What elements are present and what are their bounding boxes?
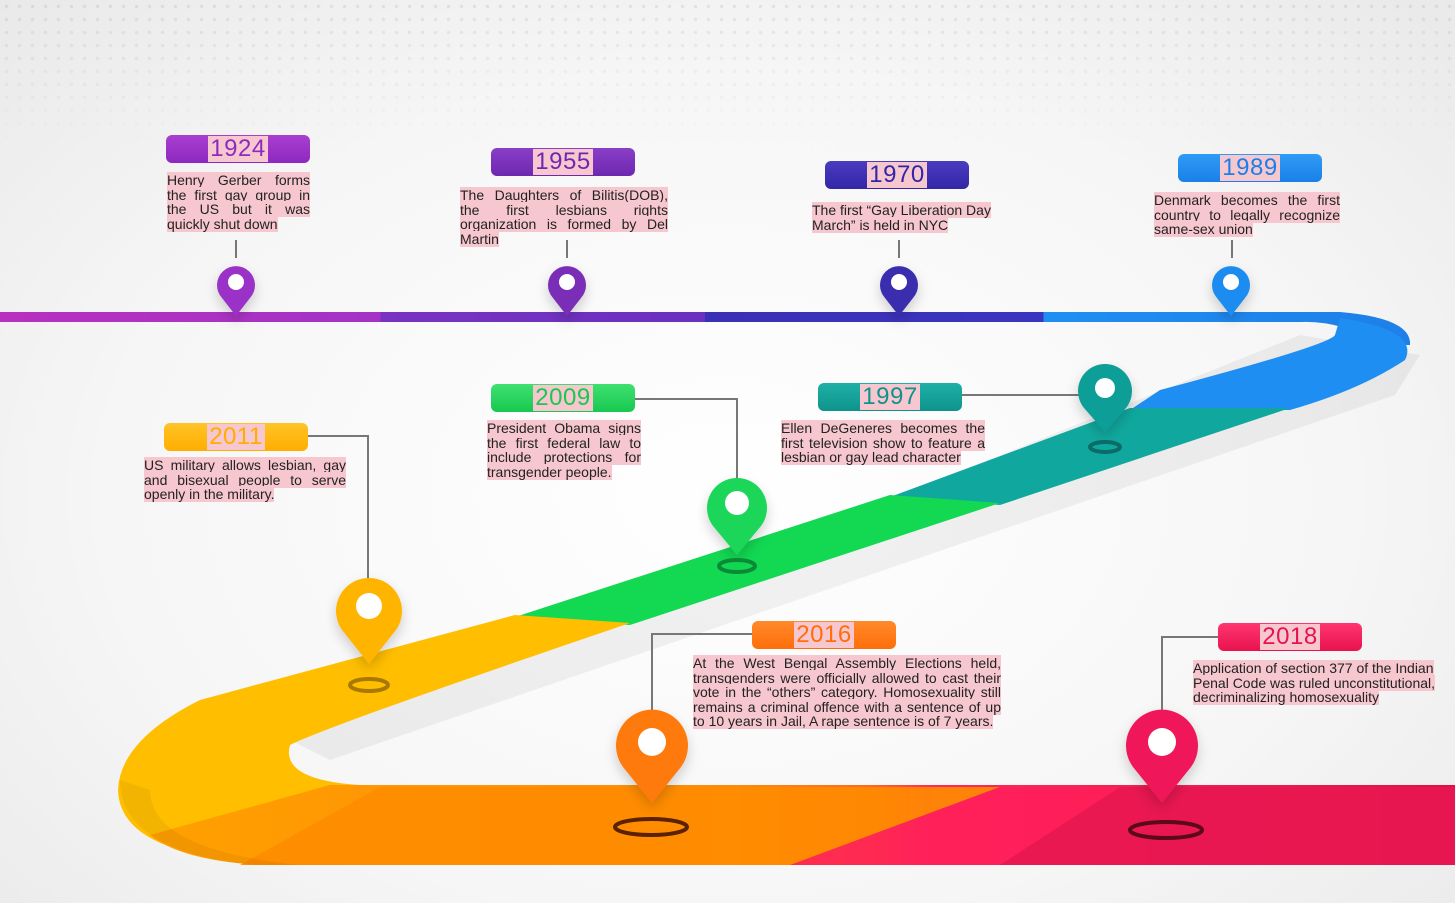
year-label: 1989 [1220, 154, 1280, 181]
event-description-1955: The Daughters of Bilitis(DOB), the first… [460, 187, 668, 247]
halftone-pattern [0, 0, 1455, 160]
year-label: 2018 [1260, 623, 1320, 650]
pin-1970 [880, 266, 918, 316]
event-description-1970: The first “Gay Liberation Day March” is … [812, 202, 991, 233]
connector-lines [235, 240, 1233, 710]
road-segment-green [515, 495, 1000, 625]
pin-2011 [336, 578, 402, 664]
event-description-2011: US military allows lesbian, gay and bise… [144, 457, 346, 502]
pin-1924 [217, 266, 256, 316]
year-badge-2011: 2011 [164, 423, 308, 451]
year-label: 1955 [533, 148, 593, 175]
year-label: 2009 [533, 384, 593, 411]
year-badge-2009: 2009 [491, 384, 635, 412]
year-label: 2016 [794, 621, 854, 648]
year-badge-1955: 1955 [491, 148, 635, 176]
year-label: 1997 [860, 383, 920, 410]
road-segment-yellow [118, 615, 630, 860]
pin-2016 [616, 709, 688, 803]
event-description-2009: President Obama signs the first federal … [487, 420, 641, 480]
event-description-2016: At the West Bengal Assembly Elections he… [693, 655, 1001, 729]
event-description-1989: Denmark becomes the first country to leg… [1154, 192, 1340, 237]
year-label: 1970 [867, 161, 927, 188]
year-badge-1989: 1989 [1178, 154, 1322, 182]
pin-1989 [1212, 266, 1250, 316]
year-badge-2016: 2016 [752, 621, 896, 649]
year-badge-1997: 1997 [818, 383, 962, 411]
pin-2018 [1126, 709, 1198, 803]
road-segment-blue [1130, 318, 1408, 410]
top-road [0, 312, 1411, 345]
event-description-2018: Application of section 377 of the Indian… [1193, 660, 1436, 705]
year-badge-1924: 1924 [166, 135, 310, 163]
event-description-1924: Henry Gerber forms the first gay group i… [167, 172, 310, 232]
year-badge-2018: 2018 [1218, 623, 1362, 651]
event-description-1997: Ellen DeGeneres becomes the first televi… [781, 420, 985, 465]
road-segment-teal [890, 408, 1290, 505]
pin-1955 [548, 266, 586, 316]
pin-2009 [707, 478, 768, 555]
pins [217, 266, 1250, 803]
year-badge-1970: 1970 [825, 161, 969, 189]
pin-rings [348, 440, 1204, 840]
year-label: 2011 [207, 423, 265, 450]
year-label: 1924 [208, 135, 268, 162]
pin-1997 [1078, 364, 1132, 432]
